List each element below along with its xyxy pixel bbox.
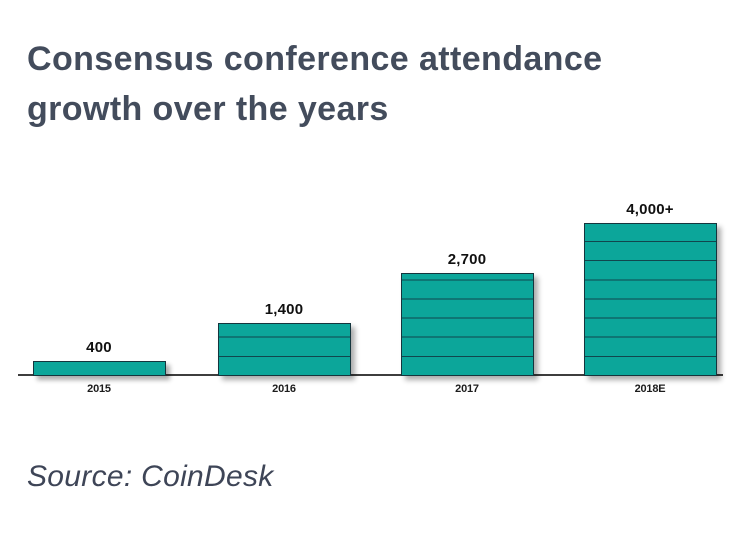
x-axis-label-2015: 2015 <box>87 383 111 395</box>
bar-value-label-2016: 1,400 <box>264 300 304 318</box>
source-caption: Source: CoinDesk <box>27 460 274 493</box>
bar-2016 <box>217 322 351 376</box>
x-axis-label-2018E: 2018E <box>634 383 666 395</box>
x-axis-label-2017: 2017 <box>455 383 479 395</box>
bar-value-label-2018E: 4,000+ <box>626 201 674 218</box>
bar-2018E <box>583 223 717 376</box>
bar-value-label-2015: 400 <box>86 338 112 356</box>
bar-value-label-2017: 2,700 <box>447 250 487 268</box>
x-axis-line <box>18 374 723 376</box>
bar-2015 <box>32 360 166 376</box>
chart-title: Consensus conference attendance growth o… <box>27 40 603 128</box>
bar-chart: 400 2015 1,400 2016 2,700 2017 4,000+ 2018E <box>0 190 750 400</box>
bar-2017 <box>400 272 534 376</box>
x-axis-label-2016: 2016 <box>272 383 296 395</box>
